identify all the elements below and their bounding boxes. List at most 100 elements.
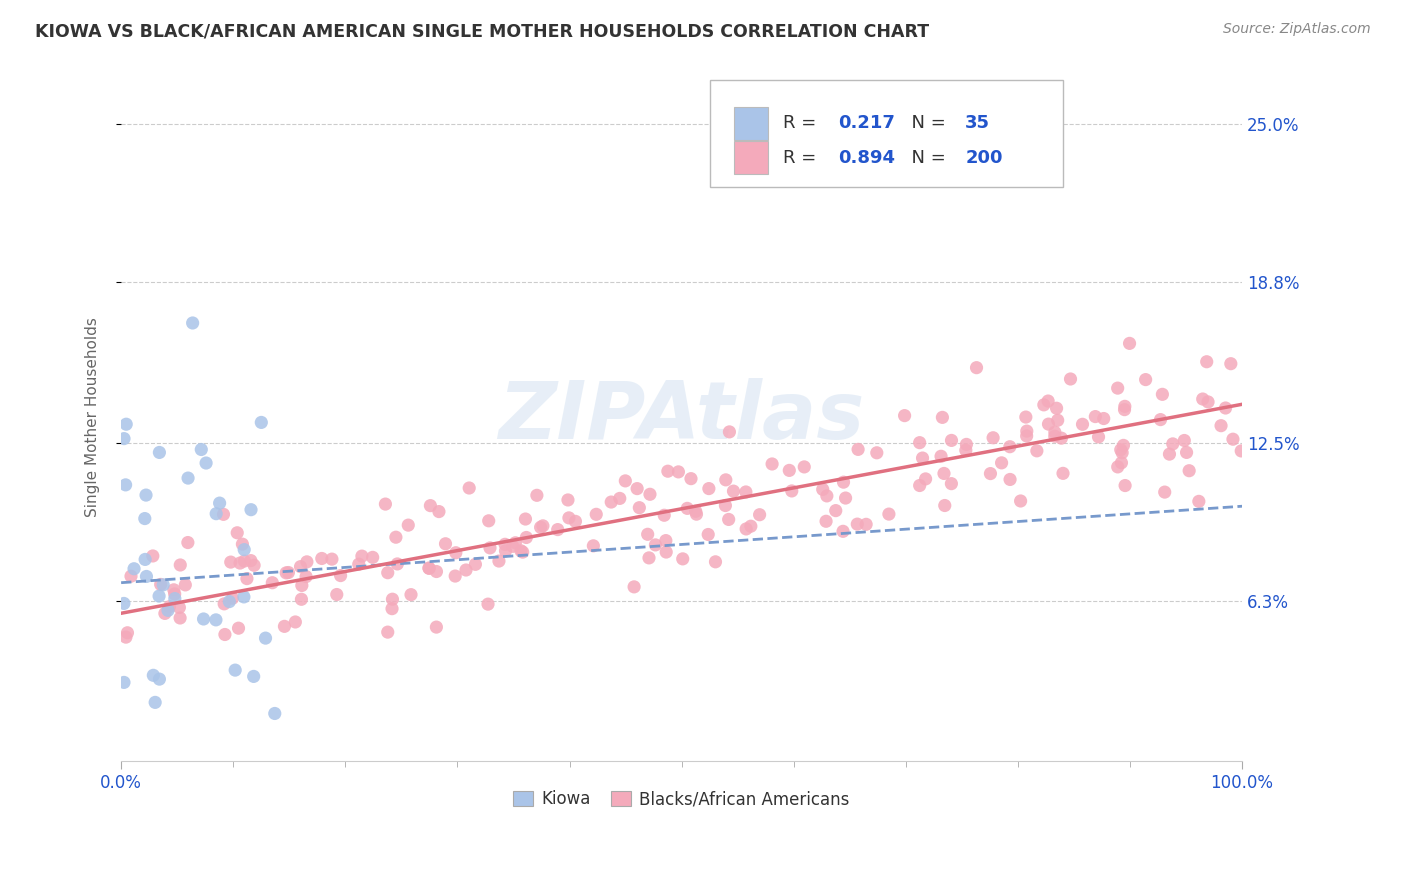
Point [1032, 398, 1054, 412]
Point [1149, 412, 1171, 426]
Point [284, 615, 307, 629]
Point [652, 508, 675, 523]
Point [793, 459, 815, 474]
Point [981, 431, 1004, 445]
Point [254, 631, 277, 645]
Point [644, 538, 666, 552]
Point [1087, 430, 1109, 444]
Point [1230, 444, 1253, 458]
FancyBboxPatch shape [734, 141, 768, 174]
Point [488, 554, 510, 568]
Text: 200: 200 [966, 149, 1002, 167]
Point [1092, 411, 1115, 425]
Text: ZIPAtlas: ZIPAtlas [499, 378, 865, 456]
Point [929, 450, 952, 464]
Point [966, 360, 988, 375]
Point [135, 488, 157, 502]
Point [1025, 443, 1047, 458]
Point [1052, 467, 1074, 481]
Point [1152, 387, 1174, 401]
Point [148, 672, 170, 686]
Point [169, 611, 191, 625]
Point [295, 569, 318, 583]
Point [1222, 432, 1244, 446]
Point [1112, 438, 1135, 452]
Point [181, 316, 204, 330]
Point [134, 511, 156, 525]
Point [515, 512, 537, 526]
Point [205, 507, 228, 521]
Point [477, 597, 499, 611]
Point [239, 553, 262, 567]
Point [1111, 446, 1133, 460]
Point [685, 507, 707, 521]
Point [1043, 429, 1066, 443]
Point [1135, 373, 1157, 387]
Point [205, 613, 228, 627]
Point [219, 555, 242, 569]
Point [163, 582, 186, 597]
Point [479, 541, 502, 555]
Point [761, 457, 783, 471]
Point [628, 500, 651, 515]
Point [697, 527, 720, 541]
Point [1215, 401, 1237, 415]
Text: N =: N = [900, 114, 952, 132]
Point [614, 474, 637, 488]
Point [609, 491, 631, 506]
Point [374, 497, 396, 511]
Text: N =: N = [900, 149, 952, 167]
Point [273, 619, 295, 633]
Point [834, 491, 856, 505]
Text: Source: ZipAtlas.com: Source: ZipAtlas.com [1223, 22, 1371, 37]
Point [418, 561, 440, 575]
Point [685, 504, 707, 518]
Point [655, 545, 678, 559]
Point [350, 549, 373, 563]
Point [531, 519, 554, 533]
Point [908, 478, 931, 492]
Point [387, 557, 409, 571]
Point [112, 596, 135, 610]
Point [1107, 381, 1129, 395]
Point [1175, 445, 1198, 459]
Point [877, 507, 900, 521]
Point [780, 483, 803, 498]
Point [908, 435, 931, 450]
Point [262, 575, 284, 590]
Point [846, 517, 869, 532]
Point [1111, 456, 1133, 470]
Point [1173, 434, 1195, 448]
Text: KIOWA VS BLACK/AFRICAN AMERICAN SINGLE MOTHER HOUSEHOLDS CORRELATION CHART: KIOWA VS BLACK/AFRICAN AMERICAN SINGLE M… [35, 22, 929, 40]
Point [115, 630, 138, 644]
Text: R =: R = [783, 114, 821, 132]
Point [152, 578, 174, 592]
Point [714, 473, 737, 487]
Text: 0.217: 0.217 [838, 114, 896, 132]
Point [263, 706, 285, 721]
Point [231, 537, 253, 551]
Point [1015, 410, 1038, 425]
Point [717, 512, 740, 526]
Point [425, 565, 447, 579]
Point [638, 550, 661, 565]
Point [385, 530, 408, 544]
Point [228, 621, 250, 635]
Point [454, 563, 477, 577]
Point [381, 592, 404, 607]
Point [163, 587, 186, 601]
Point [855, 517, 877, 532]
Point [134, 552, 156, 566]
Point [458, 481, 481, 495]
Y-axis label: Single Mother Households: Single Mother Households [86, 317, 100, 517]
Point [718, 425, 741, 439]
Point [347, 557, 370, 571]
Point [169, 600, 191, 615]
Point [815, 489, 838, 503]
Point [153, 607, 176, 621]
Point [193, 612, 215, 626]
Point [866, 446, 889, 460]
Text: 35: 35 [966, 114, 990, 132]
Point [224, 663, 246, 677]
Point [505, 536, 527, 550]
